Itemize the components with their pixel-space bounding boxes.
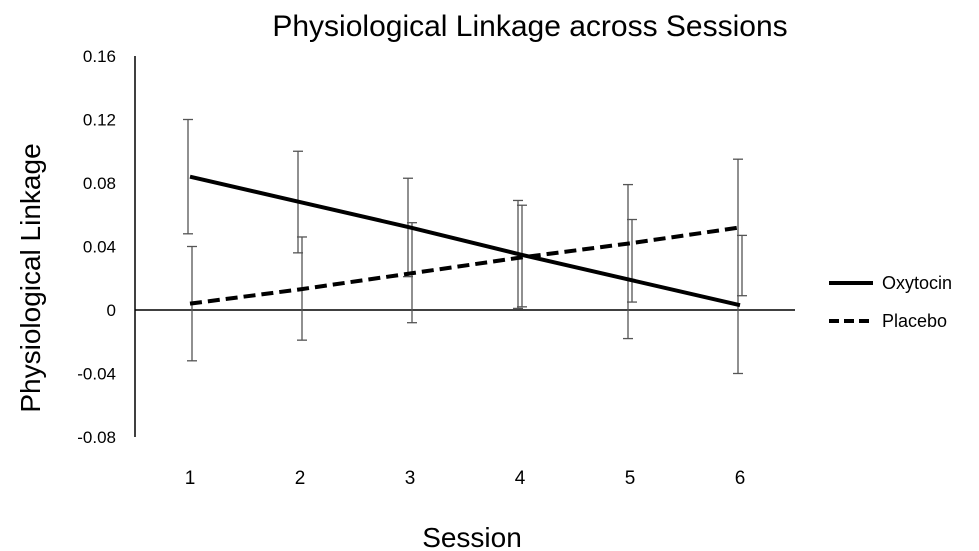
y-tick-label: 0.12 <box>83 111 116 130</box>
x-tick-label: 6 <box>735 468 746 489</box>
x-tick-label: 3 <box>405 468 416 489</box>
error-bar-placebo <box>737 234 747 297</box>
y-tick-label: 0 <box>107 301 116 320</box>
error-bar-oxytocin <box>623 183 633 340</box>
x-tick-labels: 1 2 3 4 5 6 <box>185 468 746 489</box>
series-line-oxytocin <box>189 174 741 308</box>
error-bar-oxytocin <box>183 118 193 235</box>
y-tick-label: -0.04 <box>77 365 116 384</box>
x-tick-label: 5 <box>625 468 636 489</box>
series-lines <box>189 174 741 308</box>
x-tick-label: 2 <box>295 468 306 489</box>
chart-title: Physiological Linkage across Sessions <box>272 10 787 43</box>
legend-label-oxytocin: Oxytocin <box>882 273 952 293</box>
y-tick-label: 0.16 <box>83 47 116 66</box>
y-tick-label: 0.04 <box>83 238 116 257</box>
error-bar-placebo <box>627 218 637 303</box>
x-axis-label: Session <box>422 522 522 551</box>
y-tick-label: -0.08 <box>77 428 116 447</box>
legend: Oxytocin Placebo <box>829 273 952 331</box>
x-tick-label: 4 <box>515 468 526 489</box>
legend-label-placebo: Placebo <box>882 311 947 331</box>
error-bars <box>183 118 747 375</box>
y-axis-label: Physiological Linkage <box>15 143 46 412</box>
error-bar-oxytocin <box>733 158 743 375</box>
y-tick-label: 0.08 <box>83 174 116 193</box>
y-tick-labels: 0.16 0.12 0.08 0.04 0 -0.04 -0.08 <box>77 47 116 447</box>
series-line-placebo <box>189 225 741 306</box>
x-tick-label: 1 <box>185 468 196 489</box>
